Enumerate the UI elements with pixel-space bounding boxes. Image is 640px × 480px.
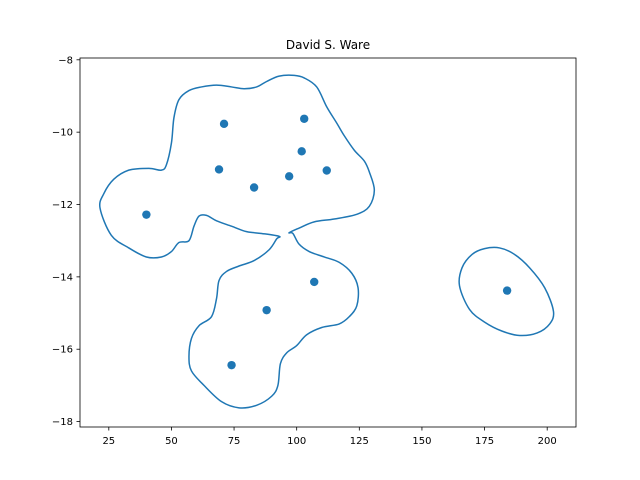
point-layer bbox=[142, 114, 512, 370]
y-tick-label--16: −16 bbox=[52, 345, 73, 356]
data-point-3 bbox=[249, 183, 259, 192]
data-point-2 bbox=[219, 119, 229, 129]
y-tick-label--10: −10 bbox=[52, 128, 73, 139]
x-tick-label-150: 150 bbox=[412, 436, 431, 447]
x-tick-label-50: 50 bbox=[165, 436, 178, 447]
contour-0 bbox=[98, 74, 376, 409]
data-point-6 bbox=[300, 114, 309, 123]
y-tick-label--18: −18 bbox=[52, 417, 73, 428]
x-tick-label-200: 200 bbox=[538, 436, 557, 447]
contour-layer bbox=[98, 74, 555, 409]
data-point-7 bbox=[322, 166, 331, 175]
contour-1 bbox=[458, 246, 555, 337]
chart-title: David S. Ware bbox=[286, 38, 370, 52]
data-point-0 bbox=[142, 210, 151, 219]
x-tick-label-100: 100 bbox=[287, 436, 306, 447]
data-point-8 bbox=[310, 277, 319, 287]
x-tick-label-125: 125 bbox=[350, 436, 369, 447]
data-point-1 bbox=[214, 165, 224, 174]
y-tick-label--12: −12 bbox=[52, 200, 73, 211]
x-tick-label-75: 75 bbox=[228, 436, 241, 447]
data-point-4 bbox=[284, 172, 294, 181]
y-tick-label--8: −8 bbox=[58, 55, 73, 66]
x-tick-label-25: 25 bbox=[102, 436, 115, 447]
y-tick-label--14: −14 bbox=[52, 272, 73, 283]
y-axis: −8 −10 −12 −14 −16 −18 bbox=[52, 55, 80, 428]
data-point-10 bbox=[227, 360, 236, 370]
data-point-9 bbox=[262, 305, 271, 315]
plot-frame bbox=[79, 57, 577, 428]
data-point-5 bbox=[297, 147, 306, 156]
data-point-11 bbox=[502, 286, 512, 295]
x-tick-label-175: 175 bbox=[475, 436, 494, 447]
x-axis: 25 50 75 100 125 150 175 200 bbox=[102, 427, 557, 447]
